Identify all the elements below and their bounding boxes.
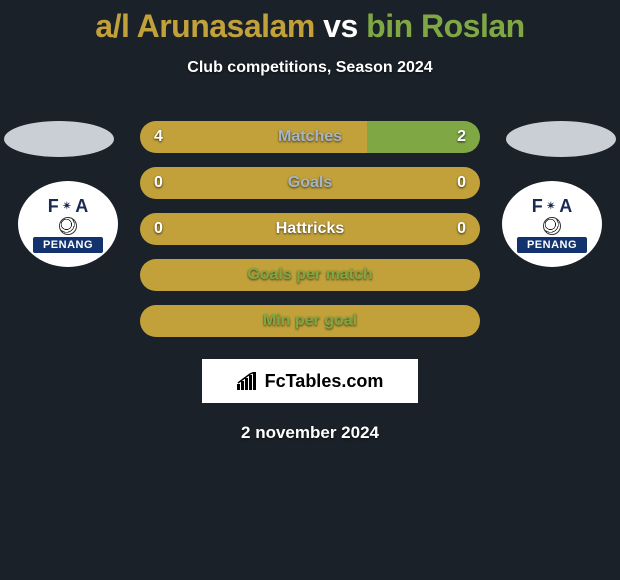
badge-letter-f: F	[48, 196, 59, 217]
stat-row: Goals0 0	[140, 167, 480, 199]
title-player1: a/l Arunasalam	[95, 8, 314, 44]
soccer-ball-icon	[59, 217, 77, 235]
stat-label: Matches	[140, 128, 480, 146]
bar-chart-icon	[237, 372, 259, 390]
subtitle: Club competitions, Season 2024	[0, 59, 620, 77]
stat-label: Min per goal	[140, 312, 480, 330]
title-vs: vs	[323, 8, 358, 44]
page-title: a/l Arunasalam vs bin Roslan	[0, 0, 620, 45]
stat-row: Matches4 2	[140, 121, 480, 153]
stat-row: Min per goal	[140, 305, 480, 337]
stat-label: Goals per match	[140, 266, 480, 284]
stat-value-right: 0	[457, 174, 466, 192]
badge-label: PENANG	[33, 237, 103, 253]
stat-label: Hattricks	[140, 220, 480, 238]
stat-row: Goals per match	[140, 259, 480, 291]
stat-value-left: 4	[154, 128, 163, 146]
stat-row: Hattricks0 0	[140, 213, 480, 245]
badge-top-row: F ✴ A	[532, 196, 572, 217]
player2-club-badge: F ✴ A PENANG	[502, 181, 602, 267]
player2-ellipse	[506, 121, 616, 157]
badge-letter-a: A	[75, 196, 88, 217]
stat-rows: Matches42Goals00Hattricks00Goals per mat…	[140, 121, 480, 337]
badge-letter-a: A	[559, 196, 572, 217]
comparison-area: F ✴ A PENANG F ✴ A PENANG Matches4 2 Goals…	[0, 121, 620, 337]
branding-text: FcTables.com	[265, 371, 384, 392]
stat-value-right: 0	[457, 220, 466, 238]
stat-label: Goals	[140, 174, 480, 192]
stat-value-left: 0	[154, 174, 163, 192]
badge-label: PENANG	[517, 237, 587, 253]
soccer-ball-icon	[543, 217, 561, 235]
crest-icon: ✴	[63, 201, 71, 212]
branding-box: FcTables.com	[202, 359, 418, 403]
crest-icon: ✴	[547, 201, 555, 212]
stat-value-right: 2	[457, 128, 466, 146]
badge-letter-f: F	[532, 196, 543, 217]
player1-ellipse	[4, 121, 114, 157]
player1-club-badge: F ✴ A PENANG	[18, 181, 118, 267]
stat-value-left: 0	[154, 220, 163, 238]
badge-top-row: F ✴ A	[48, 196, 88, 217]
title-player2: bin Roslan	[366, 8, 525, 44]
footer-date: 2 november 2024	[0, 423, 620, 443]
